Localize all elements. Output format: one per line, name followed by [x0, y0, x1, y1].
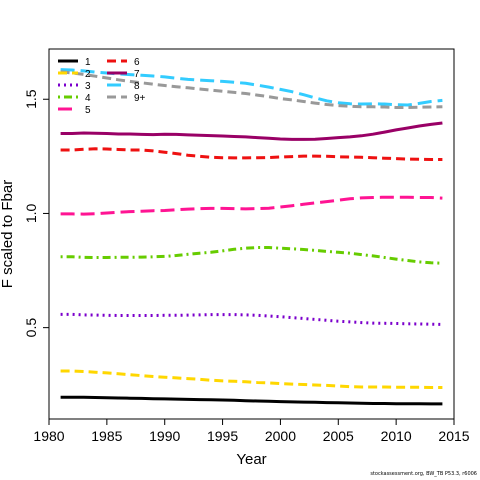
legend-label: 1: [85, 57, 91, 68]
x-tick-label: 2005: [323, 428, 354, 444]
x-tick-label: 1980: [33, 428, 64, 444]
x-tick-label: 1995: [207, 428, 238, 444]
legend-label: 5: [85, 105, 91, 116]
x-tick-label: 2015: [438, 428, 469, 444]
legend-label: 7: [134, 69, 140, 80]
legend-label: 2: [85, 69, 91, 80]
series-line-6: [60, 147, 443, 161]
legend-label: 6: [134, 57, 140, 68]
x-tick-label: 1990: [149, 428, 180, 444]
x-tick-label: 2000: [265, 428, 296, 444]
series-line-9plus: [60, 70, 443, 109]
legend-label: 3: [85, 81, 91, 92]
y-axis-label: F scaled to Fbar: [0, 180, 16, 288]
x-axis-label: Year: [236, 451, 266, 468]
y-tick-label: 1.0: [23, 203, 39, 223]
x-tick-label: 2010: [381, 428, 412, 444]
series-line-7: [60, 121, 443, 141]
x-axis: 1980 1985 1990 1995 2000 2005 2010 2015: [33, 418, 470, 444]
series-line-1: [60, 395, 443, 406]
legend-label: 8: [134, 81, 140, 92]
series-line-2: [60, 369, 443, 389]
y-tick-label: 1.5: [23, 89, 39, 109]
series-line-3: [60, 312, 443, 326]
legend-label: 4: [85, 93, 91, 104]
series-line-8: [60, 68, 443, 107]
series-line-4: [60, 246, 443, 265]
legend-label: 9+: [134, 93, 146, 104]
series-line-5: [60, 195, 443, 216]
y-axis: 0.5 1.0 1.5: [23, 89, 50, 338]
x-tick-label: 1985: [91, 428, 122, 444]
source-note: stockassessment.org, BW_TB P53.3, r6006: [370, 471, 477, 477]
plot-frame: [48, 48, 455, 420]
series-lines: [60, 68, 443, 406]
y-tick-label: 0.5: [23, 318, 39, 338]
